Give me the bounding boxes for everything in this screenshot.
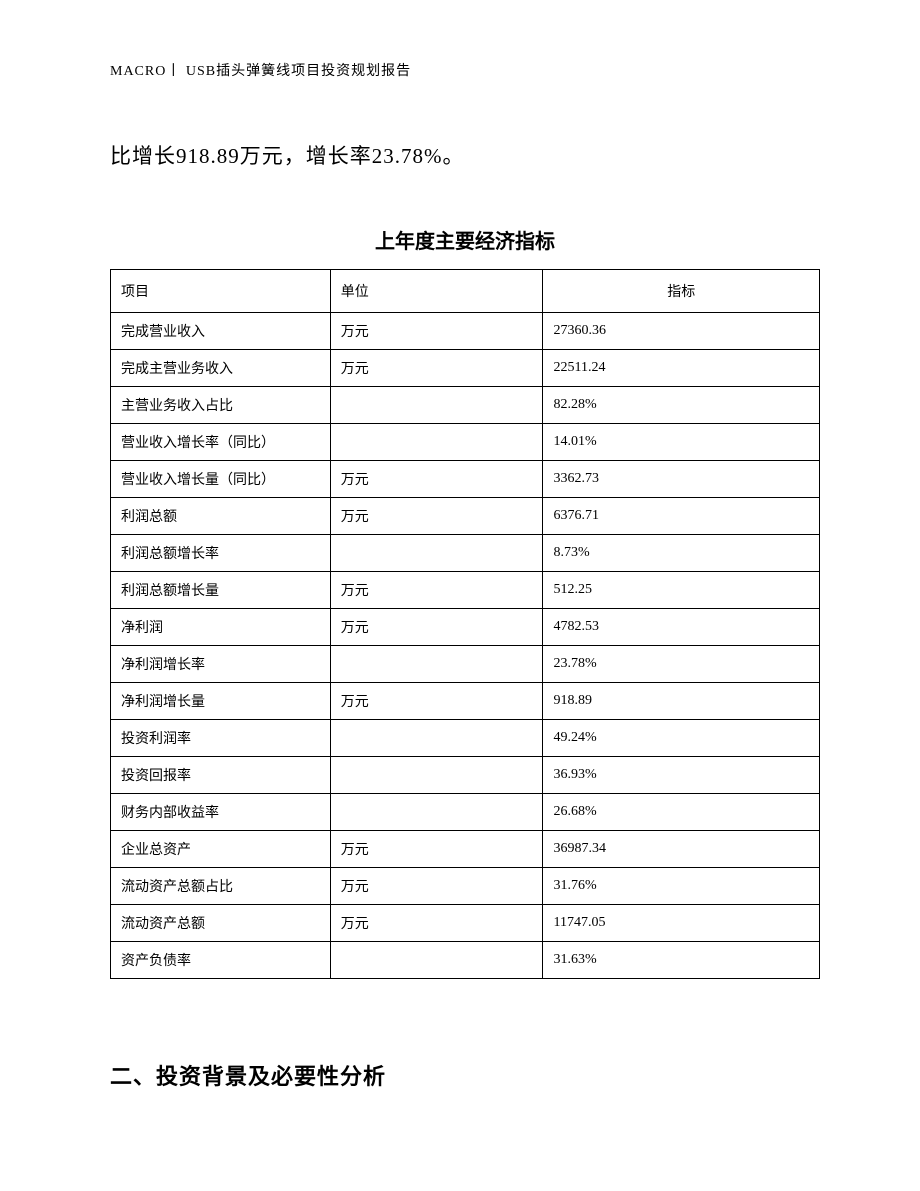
table-row: 投资回报率 36.93%: [111, 757, 820, 794]
table-cell: 31.76%: [543, 868, 820, 905]
economic-indicators-table: 项目 单位 指标 完成营业收入万元27360.36 完成主营业务收入万元2251…: [110, 269, 820, 979]
table-row: 企业总资产万元36987.34: [111, 831, 820, 868]
table-cell: 918.89: [543, 683, 820, 720]
table-cell: 万元: [330, 905, 543, 942]
table-cell: 流动资产总额占比: [111, 868, 331, 905]
table-row: 利润总额增长量万元512.25: [111, 572, 820, 609]
table-cell: 财务内部收益率: [111, 794, 331, 831]
table-cell: 投资回报率: [111, 757, 331, 794]
table-cell: 企业总资产: [111, 831, 331, 868]
table-cell: 22511.24: [543, 350, 820, 387]
table-row: 净利润增长量万元918.89: [111, 683, 820, 720]
table-cell: 万元: [330, 683, 543, 720]
table-cell: 万元: [330, 498, 543, 535]
table-cell: 万元: [330, 313, 543, 350]
table-row: 完成主营业务收入万元22511.24: [111, 350, 820, 387]
table-cell: 完成营业收入: [111, 313, 331, 350]
page-header: MACRO丨 USB插头弹簧线项目投资规划报告: [110, 60, 820, 80]
table-cell: 11747.05: [543, 905, 820, 942]
table-cell: 净利润: [111, 609, 331, 646]
table-cell: 36987.34: [543, 831, 820, 868]
table-cell: 3362.73: [543, 461, 820, 498]
table-header-col3: 指标: [543, 270, 820, 313]
table-cell: 营业收入增长量（同比）: [111, 461, 331, 498]
table-cell: 完成主营业务收入: [111, 350, 331, 387]
table-row: 利润总额万元6376.71: [111, 498, 820, 535]
table-cell: 万元: [330, 572, 543, 609]
table-row: 营业收入增长量（同比）万元3362.73: [111, 461, 820, 498]
table-cell: 净利润增长率: [111, 646, 331, 683]
table-cell: 万元: [330, 350, 543, 387]
table-cell: 512.25: [543, 572, 820, 609]
table-cell: 万元: [330, 461, 543, 498]
table-cell: [330, 942, 543, 979]
table-cell: 投资利润率: [111, 720, 331, 757]
table-cell: 万元: [330, 831, 543, 868]
table-row: 营业收入增长率（同比） 14.01%: [111, 424, 820, 461]
table-header-col2: 单位: [330, 270, 543, 313]
table-cell: [330, 535, 543, 572]
table-cell: 营业收入增长率（同比）: [111, 424, 331, 461]
table-cell: 万元: [330, 609, 543, 646]
table-cell: [330, 757, 543, 794]
table-cell: [330, 646, 543, 683]
table-cell: [330, 387, 543, 424]
body-paragraph: 比增长918.89万元，增长率23.78%。: [110, 140, 820, 170]
table-cell: 82.28%: [543, 387, 820, 424]
table-row: 净利润增长率 23.78%: [111, 646, 820, 683]
table-cell: 27360.36: [543, 313, 820, 350]
table-cell: 31.63%: [543, 942, 820, 979]
table-cell: 6376.71: [543, 498, 820, 535]
table-cell: 14.01%: [543, 424, 820, 461]
section-heading: 二、投资背景及必要性分析: [110, 1059, 820, 1091]
table-cell: 49.24%: [543, 720, 820, 757]
table-cell: 主营业务收入占比: [111, 387, 331, 424]
table-cell: [330, 424, 543, 461]
table-header-row: 项目 单位 指标: [111, 270, 820, 313]
table-cell: 利润总额增长量: [111, 572, 331, 609]
table-cell: 36.93%: [543, 757, 820, 794]
table-cell: 利润总额增长率: [111, 535, 331, 572]
table-row: 财务内部收益率 26.68%: [111, 794, 820, 831]
table-cell: 利润总额: [111, 498, 331, 535]
table-cell: 4782.53: [543, 609, 820, 646]
table-cell: 万元: [330, 868, 543, 905]
table-cell: 26.68%: [543, 794, 820, 831]
table-row: 完成营业收入万元27360.36: [111, 313, 820, 350]
table-title: 上年度主要经济指标: [110, 225, 820, 254]
table-row: 利润总额增长率 8.73%: [111, 535, 820, 572]
table-cell: 流动资产总额: [111, 905, 331, 942]
table-cell: 净利润增长量: [111, 683, 331, 720]
table-cell: 8.73%: [543, 535, 820, 572]
table-row: 投资利润率 49.24%: [111, 720, 820, 757]
table-header-col1: 项目: [111, 270, 331, 313]
table-row: 资产负债率 31.63%: [111, 942, 820, 979]
table-row: 净利润万元4782.53: [111, 609, 820, 646]
table-cell: 资产负债率: [111, 942, 331, 979]
table-cell: [330, 720, 543, 757]
table-cell: [330, 794, 543, 831]
table-body: 完成营业收入万元27360.36 完成主营业务收入万元22511.24 主营业务…: [111, 313, 820, 979]
table-row: 主营业务收入占比 82.28%: [111, 387, 820, 424]
table-row: 流动资产总额占比万元31.76%: [111, 868, 820, 905]
table-row: 流动资产总额万元11747.05: [111, 905, 820, 942]
table-cell: 23.78%: [543, 646, 820, 683]
